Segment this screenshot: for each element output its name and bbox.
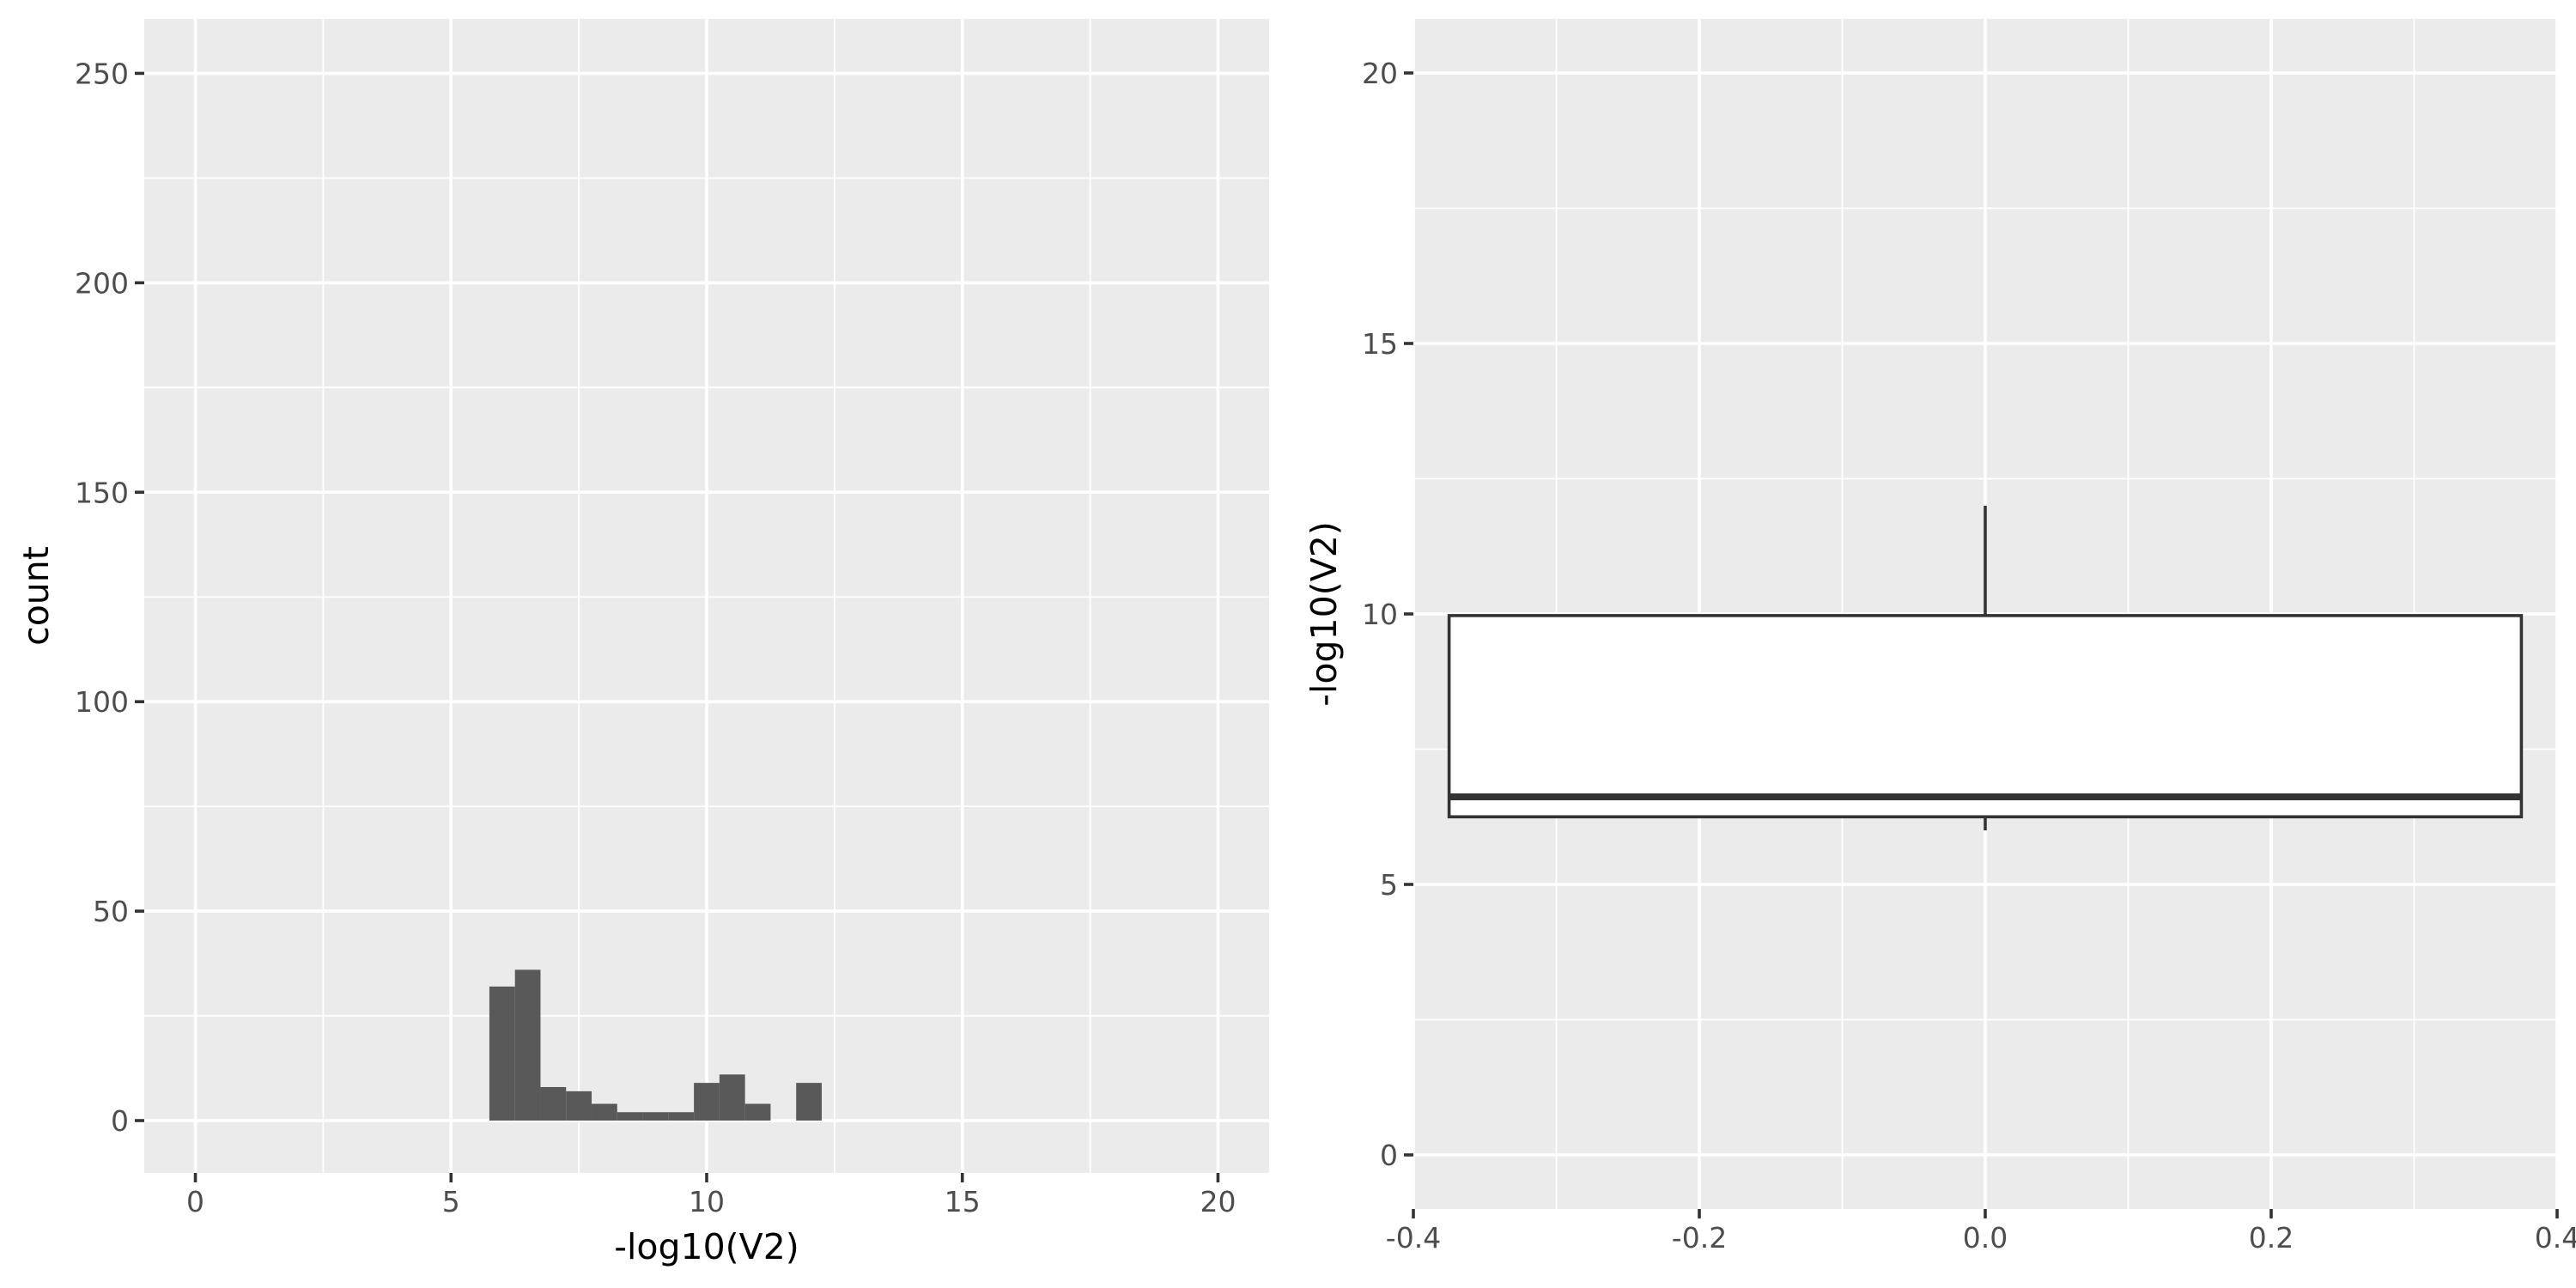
histogram-bar xyxy=(514,969,541,1121)
histogram-bar xyxy=(668,1112,695,1121)
histogram-bar xyxy=(592,1103,617,1121)
histogram-bar xyxy=(489,986,515,1121)
histogram-bar xyxy=(744,1103,771,1121)
y-tick-label: 0 xyxy=(1380,1139,1398,1172)
histogram-bar xyxy=(617,1112,643,1121)
y-tick-label: 15 xyxy=(1362,327,1398,361)
boxplot-marks xyxy=(1447,506,2524,830)
x-tick-label: 0 xyxy=(186,1185,204,1218)
x-tick-label: -0.4 xyxy=(1386,1221,1441,1255)
histogram-y-axis-title: count xyxy=(15,546,57,646)
x-tick-label: 15 xyxy=(945,1185,981,1218)
y-tick-label: 5 xyxy=(1380,868,1398,902)
y-tick-label: 200 xyxy=(75,266,129,300)
boxplot-gridlines xyxy=(1412,19,2559,1209)
boxplot-y-axis-title: -log10(V2) xyxy=(1303,521,1345,707)
x-tick-label: 0.0 xyxy=(1963,1221,2008,1255)
histogram-bar xyxy=(540,1086,567,1121)
x-tick-label: -0.2 xyxy=(1672,1221,1727,1255)
boxplot-box xyxy=(1447,614,2524,819)
y-tick-label: 100 xyxy=(75,685,129,719)
histogram-bar xyxy=(642,1112,669,1121)
y-tick-label: 150 xyxy=(75,476,129,509)
boxplot-axes: -0.4 -0.2 0.0 0.2 0.4 0 5 10 15 20 xyxy=(1362,57,2576,1255)
histogram-bar xyxy=(719,1074,745,1121)
y-tick-label: 50 xyxy=(93,895,129,928)
histogram-bar xyxy=(796,1083,822,1121)
x-tick-label: 5 xyxy=(442,1185,460,1218)
y-tick-label: 20 xyxy=(1362,57,1398,90)
boxplot-panel: -0.4 -0.2 0.0 0.2 0.4 0 5 10 15 20 -log10(V2) xyxy=(1303,19,2576,1255)
y-tick-label: 0 xyxy=(111,1104,129,1138)
histogram-bars xyxy=(489,969,822,1121)
y-tick-label: 250 xyxy=(75,57,129,90)
x-tick-label: 20 xyxy=(1200,1185,1236,1218)
histogram-x-axis-title: -log10(V2) xyxy=(614,1226,799,1267)
y-tick-label: 10 xyxy=(1362,598,1398,631)
x-tick-label: 10 xyxy=(689,1185,725,1218)
histogram-bar xyxy=(694,1083,720,1121)
x-tick-label: 0.2 xyxy=(2249,1221,2293,1255)
histogram-bar xyxy=(566,1091,592,1121)
x-tick-label: 0.4 xyxy=(2535,1221,2576,1255)
